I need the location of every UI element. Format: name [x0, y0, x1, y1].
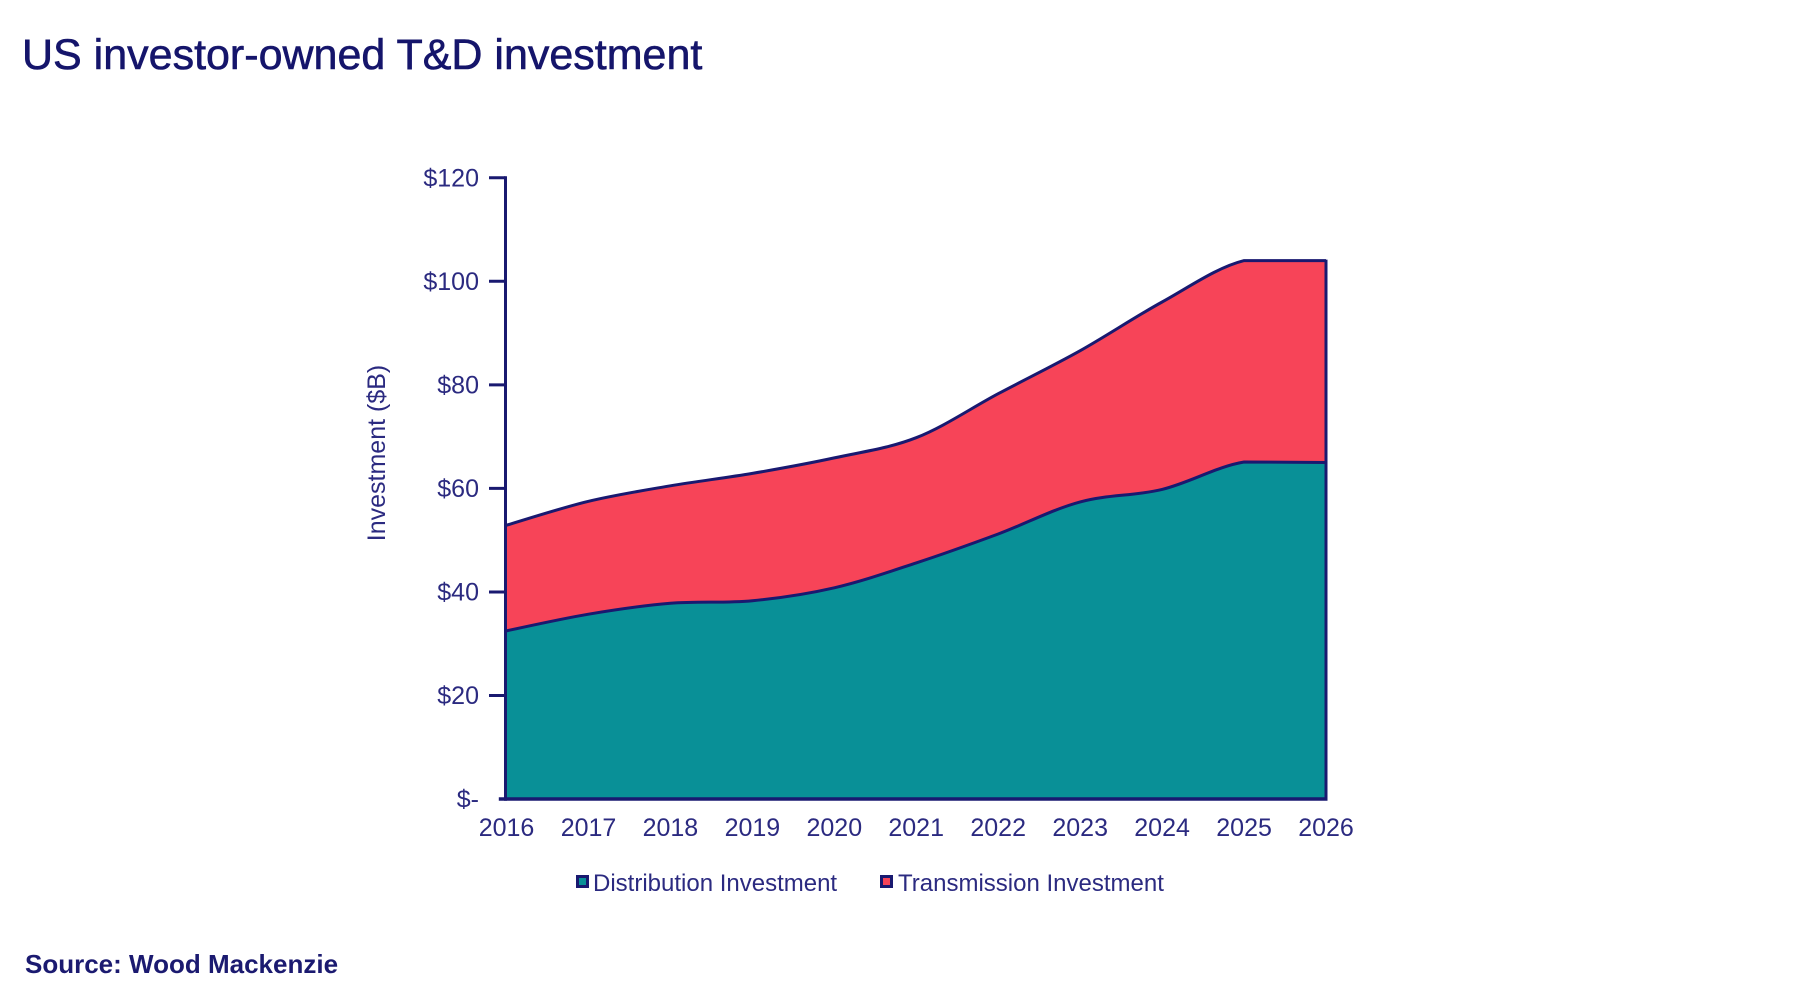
svg-text:2020: 2020: [806, 814, 862, 842]
svg-text:Investment ($B): Investment ($B): [363, 365, 391, 541]
svg-text:$40: $40: [437, 579, 479, 607]
svg-text:$120: $120: [423, 164, 479, 192]
svg-text:2026: 2026: [1298, 814, 1354, 842]
svg-text:$-: $-: [457, 786, 479, 814]
svg-text:2019: 2019: [725, 814, 781, 842]
svg-text:$20: $20: [437, 682, 479, 710]
svg-text:$100: $100: [423, 268, 479, 296]
svg-text:Distribution Investment: Distribution Investment: [593, 870, 837, 897]
svg-text:2016: 2016: [479, 814, 535, 842]
svg-text:Transmission Investment: Transmission Investment: [898, 870, 1164, 897]
svg-text:2024: 2024: [1134, 814, 1190, 842]
svg-text:2022: 2022: [970, 814, 1026, 842]
svg-text:2021: 2021: [888, 814, 944, 842]
svg-text:2023: 2023: [1052, 814, 1108, 842]
svg-text:2025: 2025: [1216, 814, 1272, 842]
svg-text:2017: 2017: [561, 814, 617, 842]
svg-text:$60: $60: [437, 475, 479, 503]
svg-text:2018: 2018: [643, 814, 699, 842]
svg-text:$80: $80: [437, 371, 479, 399]
